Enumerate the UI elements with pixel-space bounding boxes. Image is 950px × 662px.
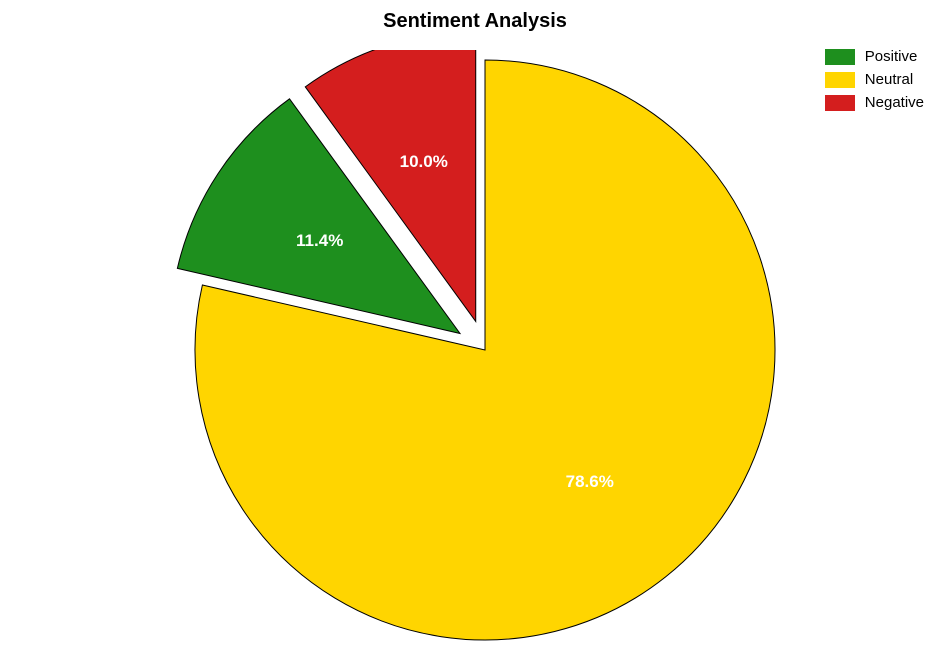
legend-item-negative: Negative [825,94,924,111]
sentiment-pie-chart: Sentiment Analysis 78.6% 11.4% 10.0% Posit… [0,0,950,662]
legend-label: Neutral [865,71,913,88]
chart-title: Sentiment Analysis [0,10,950,33]
legend-label: Positive [865,48,918,65]
slice-label-neutral: 78.6% [566,472,614,492]
pie-svg [0,50,950,650]
slice-label-positive: 11.4% [296,231,343,251]
legend-swatch-icon [825,49,855,65]
legend-item-neutral: Neutral [825,71,924,88]
pie-plot-area: 78.6% 11.4% 10.0% [0,50,950,650]
legend: Positive Neutral Negative [825,48,924,111]
legend-label: Negative [865,94,924,111]
legend-swatch-icon [825,72,855,88]
legend-item-positive: Positive [825,48,924,65]
legend-swatch-icon [825,95,855,111]
slice-label-negative: 10.0% [400,152,448,172]
